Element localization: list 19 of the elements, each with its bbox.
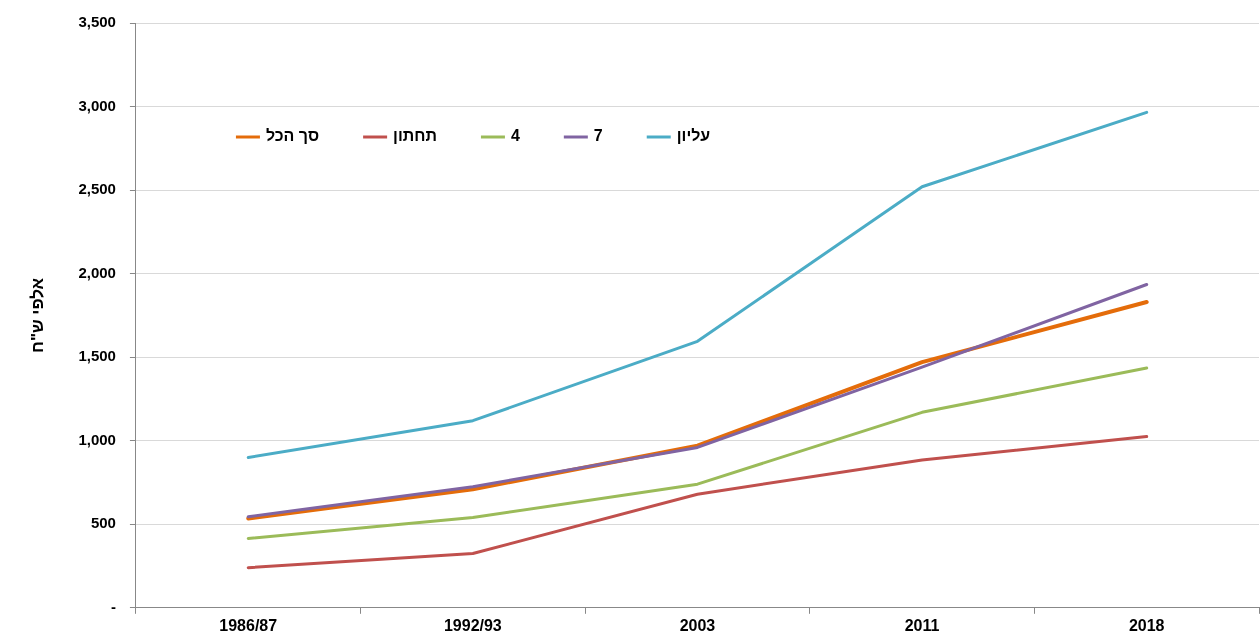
y-tick-label: 500: [90, 514, 116, 532]
legend-label: עליון: [676, 127, 711, 145]
y-tick-label: 3,500: [78, 13, 116, 31]
x-tick-label: 2018: [1128, 616, 1165, 634]
y-axis-title: אלפי ש"ח: [27, 277, 47, 354]
y-tick-label: 1,500: [78, 347, 116, 365]
y-tick-label: 1,000: [78, 430, 116, 448]
legend-label: סך הכל: [265, 127, 320, 145]
x-tick-label: 2003: [679, 616, 716, 634]
y-tick-label: 3,000: [78, 96, 116, 114]
x-tick-label: 1986/87: [219, 616, 278, 634]
legend-label: 4: [510, 127, 520, 145]
y-tick-label: 2,500: [78, 180, 116, 198]
legend-label: 7: [593, 127, 603, 145]
x-tick-label: 2011: [904, 616, 940, 634]
x-tick-label: 1992/93: [443, 616, 502, 634]
y-tick-label: -: [110, 597, 116, 615]
legend-label: תחתון: [393, 127, 437, 145]
y-tick-label: 2,000: [78, 263, 116, 281]
